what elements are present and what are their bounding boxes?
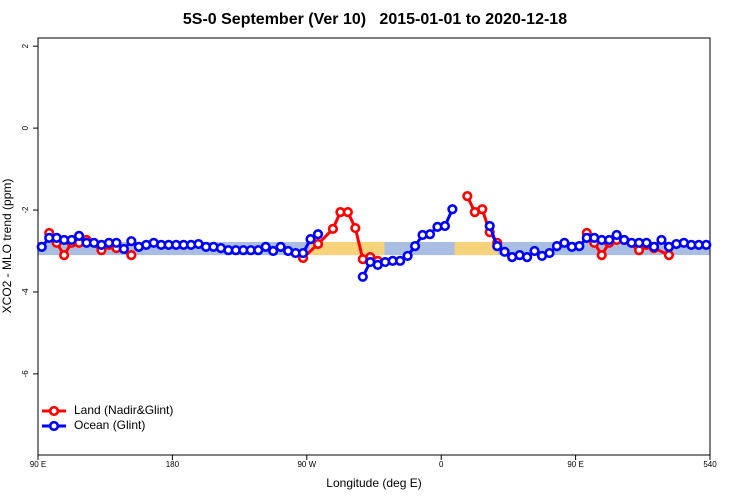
legend-marker bbox=[48, 420, 60, 432]
series-marker bbox=[656, 234, 667, 246]
series-marker bbox=[268, 245, 279, 257]
x-tick-label: 180 bbox=[166, 460, 180, 469]
series-marker bbox=[462, 191, 473, 202]
series-marker bbox=[596, 250, 607, 261]
legend-marker bbox=[48, 405, 60, 417]
x-tick-label: 90 E bbox=[30, 460, 46, 469]
series-marker bbox=[312, 238, 324, 250]
x-tick-label: 0 bbox=[439, 460, 444, 469]
series-marker bbox=[327, 223, 339, 234]
series-marker bbox=[357, 271, 368, 282]
series-marker bbox=[409, 240, 421, 252]
x-tick-label: 540 bbox=[703, 460, 717, 469]
series-marker bbox=[73, 230, 85, 241]
series-marker bbox=[663, 250, 675, 261]
series-marker bbox=[305, 234, 316, 245]
series-marker bbox=[342, 206, 353, 218]
series-marker bbox=[350, 222, 361, 234]
series-marker bbox=[260, 241, 271, 253]
series-marker bbox=[648, 241, 660, 253]
series-marker bbox=[126, 250, 137, 261]
series-marker bbox=[529, 245, 540, 257]
x-axis-label: Longitude (deg E) bbox=[326, 476, 421, 490]
series-marker bbox=[439, 220, 451, 232]
y-tick-label: -4 bbox=[21, 288, 30, 296]
x-tick-label: 90 E bbox=[567, 460, 583, 469]
series-marker bbox=[611, 229, 622, 241]
series-marker bbox=[574, 240, 585, 252]
land-span bbox=[309, 241, 385, 256]
series-marker bbox=[499, 246, 510, 257]
series-marker bbox=[111, 237, 122, 248]
series-marker bbox=[447, 204, 458, 215]
series-marker bbox=[701, 239, 712, 250]
series-marker bbox=[559, 237, 570, 248]
series-marker bbox=[521, 252, 533, 263]
series-marker bbox=[312, 229, 324, 240]
series-marker bbox=[297, 247, 309, 259]
series-marker bbox=[484, 220, 495, 232]
y-tick-label: 2 bbox=[21, 43, 30, 48]
legend-label: Land (Nadir&Glint) bbox=[74, 403, 173, 417]
chart-title: 5S-0 September (Ver 10) 2015-01-01 to 20… bbox=[183, 11, 567, 28]
legend-label: Ocean (Glint) bbox=[74, 418, 145, 432]
series-marker bbox=[118, 243, 129, 255]
series-marker bbox=[544, 247, 555, 259]
series-marker bbox=[126, 236, 137, 247]
y-axis-label: XCO2 - MLO trend (ppm) bbox=[0, 179, 14, 314]
y-tick-label: -6 bbox=[21, 370, 30, 378]
series-marker bbox=[492, 240, 503, 252]
land-span bbox=[454, 241, 498, 256]
series-marker bbox=[641, 237, 652, 248]
x-tick-label: 90 W bbox=[297, 460, 316, 469]
series-marker bbox=[66, 234, 77, 246]
y-tick-label: -2 bbox=[21, 206, 30, 214]
series-marker bbox=[59, 250, 70, 261]
y-tick-label: 0 bbox=[21, 125, 30, 130]
series-marker bbox=[424, 229, 436, 240]
series-marker bbox=[402, 250, 413, 262]
series-marker bbox=[395, 255, 406, 266]
series-marker bbox=[477, 204, 488, 215]
series-marker bbox=[275, 241, 286, 253]
series-marker bbox=[36, 241, 47, 253]
series-marker bbox=[604, 234, 615, 246]
